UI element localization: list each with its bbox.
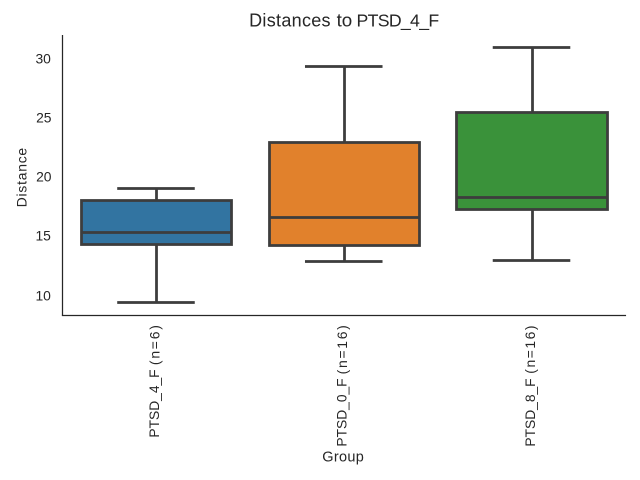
svg-text:PTSD_4_F: PTSD_4_F [146, 369, 162, 437]
svg-text:(n=16): (n=16) [522, 324, 538, 374]
svg-text:30: 30 [35, 51, 51, 67]
svg-text:Distance: Distance [14, 147, 30, 207]
svg-text:PTSD_8_F: PTSD_8_F [522, 378, 538, 446]
svg-text:to: to [337, 10, 353, 31]
svg-text:20: 20 [36, 169, 52, 185]
svg-text:15: 15 [35, 228, 51, 244]
svg-text:(n=6): (n=6) [146, 323, 162, 365]
svg-text:Distances: Distances [249, 11, 331, 31]
svg-text:10: 10 [35, 288, 51, 304]
svg-text:25: 25 [36, 110, 52, 126]
svg-text:Group: Group [322, 450, 364, 466]
svg-text:PTSD_4_F: PTSD_4_F [357, 11, 440, 32]
svg-text:PTSD_0_F: PTSD_0_F [334, 378, 350, 446]
svg-text:(n=16): (n=16) [334, 324, 350, 375]
